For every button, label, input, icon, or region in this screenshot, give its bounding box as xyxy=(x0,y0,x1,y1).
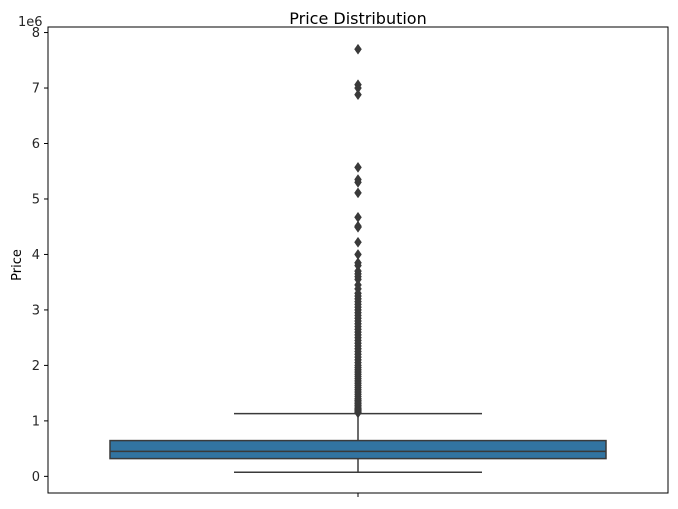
y-axis-ticks: 0 1 2 3 4 5 6 7 8 xyxy=(32,26,48,485)
y-tick-label: 0 xyxy=(32,470,40,485)
outlier-point xyxy=(354,176,362,188)
y-tick-label: 2 xyxy=(32,359,40,374)
iqr-box xyxy=(109,439,607,460)
outlier-point xyxy=(354,236,362,248)
plot-area xyxy=(109,43,607,473)
y-tick-label: 5 xyxy=(32,192,40,207)
chart-title: Price Distribution xyxy=(289,9,426,28)
outlier-point xyxy=(354,89,362,101)
y-offset-text: 1e6 xyxy=(18,15,43,30)
y-tick-label: 1 xyxy=(32,414,40,429)
y-tick-label: 4 xyxy=(32,248,40,263)
y-tick-label: 7 xyxy=(32,82,40,97)
outlier-point xyxy=(354,161,362,173)
outlier-point xyxy=(354,221,362,233)
y-axis-label: Price xyxy=(10,249,25,281)
y-tick-label: 6 xyxy=(32,137,40,152)
outlier-point xyxy=(354,407,362,419)
outlier-point xyxy=(354,43,362,55)
outlier-point xyxy=(354,187,362,199)
y-tick-label: 8 xyxy=(32,26,40,41)
y-tick-label: 3 xyxy=(32,303,40,318)
